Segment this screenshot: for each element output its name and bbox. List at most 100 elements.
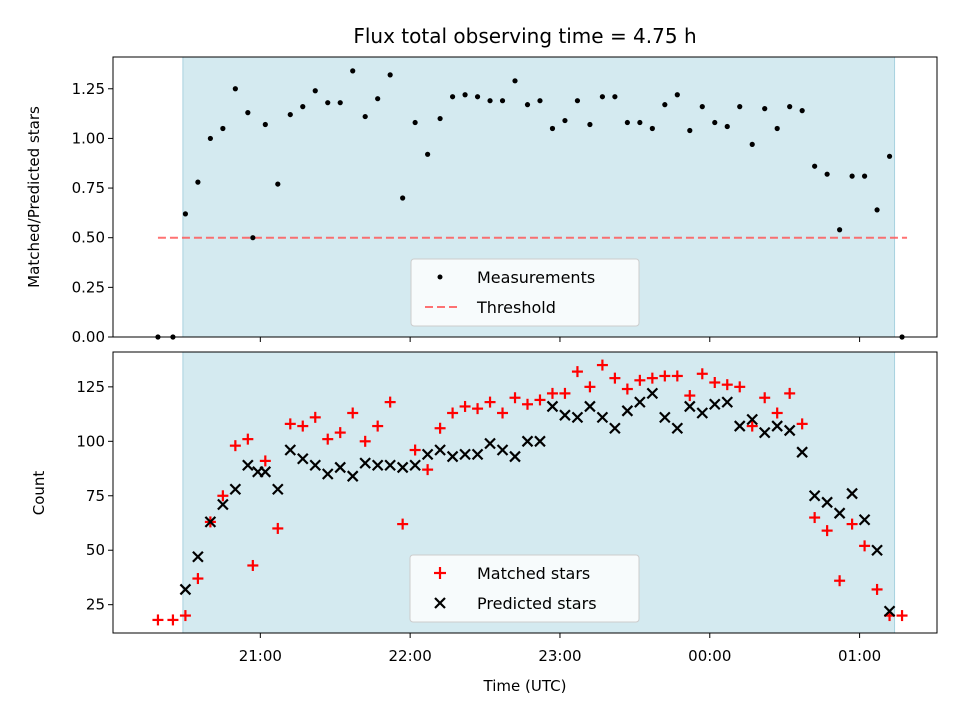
predicted-stars-point bbox=[821, 496, 833, 509]
matched-stars-series bbox=[152, 359, 908, 626]
matched-stars-point bbox=[272, 522, 284, 534]
legend-predicted-marker bbox=[434, 597, 446, 609]
predicted-x-b bbox=[621, 405, 634, 417]
matched-stars-point bbox=[247, 559, 259, 571]
predicted-stars-point bbox=[284, 444, 297, 456]
bottom-xtick-label: 22:00 bbox=[389, 647, 432, 665]
measurement-point bbox=[662, 102, 668, 108]
predicted-stars-point bbox=[534, 435, 546, 448]
matched-stars-point bbox=[646, 372, 658, 384]
matched-stars-point bbox=[596, 359, 608, 371]
matched-stars-point bbox=[397, 518, 409, 530]
matched-stars-point bbox=[721, 379, 733, 391]
predicted-stars-point bbox=[359, 457, 371, 469]
predicted-x-b bbox=[179, 583, 192, 596]
measurement-point bbox=[375, 96, 381, 102]
predicted-stars-point bbox=[446, 450, 459, 463]
predicted-x-b bbox=[571, 411, 584, 424]
predicted-x-b bbox=[534, 435, 546, 448]
predicted-stars-point bbox=[371, 459, 384, 472]
top-panel: 0.00 0.25 0.50 0.75 1.00 1.25 Flux total obse… bbox=[25, 24, 938, 346]
measurement-point bbox=[350, 68, 356, 74]
predicted-x-b bbox=[684, 400, 696, 413]
predicted-x-b bbox=[192, 550, 204, 563]
predicted-x-b bbox=[409, 459, 421, 472]
bottom-panel: 25 50 75 100 125 21:00 22:00 23:00 00:00 01:00 C… bbox=[30, 351, 938, 695]
bottom-ytick-label: 50 bbox=[86, 541, 105, 559]
legend-measurements-label: Measurements bbox=[477, 268, 595, 287]
bottom-plot-frame bbox=[112, 351, 938, 634]
matched-stars-point bbox=[796, 418, 808, 430]
predicted-x-b bbox=[808, 489, 821, 502]
measurement-point bbox=[624, 119, 630, 126]
matched-stars-point bbox=[242, 433, 254, 445]
predicted-stars-point bbox=[609, 422, 621, 435]
measurement-point bbox=[262, 121, 268, 128]
predicted-stars-point bbox=[309, 459, 322, 472]
predicted-x-b bbox=[646, 387, 659, 400]
predicted-x-b bbox=[733, 420, 746, 432]
measurement-point bbox=[182, 211, 189, 217]
measurement-point bbox=[474, 94, 481, 100]
measurement-point bbox=[562, 117, 568, 124]
measurement-point bbox=[812, 163, 818, 169]
matched-stars-point bbox=[759, 392, 771, 404]
predicted-x-b bbox=[321, 468, 334, 480]
top-chart-title: Flux total observing time = 4.75 h bbox=[353, 24, 696, 48]
measurement-point bbox=[674, 92, 680, 98]
matched-stars-point bbox=[284, 418, 296, 430]
predicted-stars-point bbox=[296, 452, 309, 465]
predicted-x-b bbox=[671, 422, 684, 435]
top-x-axis-ticks bbox=[259, 337, 861, 342]
predicted-stars-point bbox=[858, 513, 871, 526]
predicted-stars-point bbox=[272, 483, 284, 496]
predicted-stars-point bbox=[646, 387, 659, 400]
predicted-stars-series bbox=[179, 387, 896, 617]
matched-stars-point bbox=[229, 440, 241, 452]
predicted-x-b bbox=[259, 466, 272, 478]
predicted-x-b bbox=[783, 424, 796, 437]
measurement-point bbox=[886, 153, 893, 159]
predicted-stars-point bbox=[471, 448, 484, 461]
measurement-point bbox=[387, 72, 393, 78]
measurements-series bbox=[155, 68, 905, 340]
measurement-point bbox=[774, 125, 780, 132]
top-plot-frame bbox=[112, 56, 938, 338]
predicted-x-b bbox=[559, 409, 571, 421]
measurement-point bbox=[412, 119, 418, 126]
predicted-stars-point bbox=[229, 483, 242, 496]
matched-stars-point bbox=[434, 422, 446, 434]
matched-stars-point bbox=[179, 610, 191, 622]
measurement-point bbox=[762, 106, 768, 112]
predicted-x-b bbox=[284, 444, 297, 456]
top-ytick-label: 0.50 bbox=[72, 229, 105, 247]
measurement-point bbox=[749, 141, 755, 147]
measurement-point bbox=[549, 125, 556, 132]
top-legend-box bbox=[410, 258, 640, 327]
matched-stars-point bbox=[684, 390, 696, 402]
measurement-point bbox=[337, 100, 343, 106]
matched-stars-point bbox=[192, 573, 204, 585]
matched-stars-point bbox=[447, 407, 459, 419]
predicted-stars-point bbox=[708, 398, 721, 411]
measurement-point bbox=[400, 195, 406, 201]
predicted-stars-point bbox=[434, 444, 446, 456]
bottom-xtick-label: 21:00 bbox=[239, 647, 282, 665]
bottom-ytick-label: 75 bbox=[86, 487, 105, 505]
predicted-stars-point bbox=[179, 583, 192, 596]
bottom-y-axis-label: Count bbox=[30, 471, 48, 516]
measurement-point bbox=[312, 88, 318, 94]
measurement-point bbox=[724, 123, 730, 130]
measurement-point bbox=[587, 121, 593, 128]
predicted-x-b bbox=[771, 420, 783, 432]
predicted-stars-point bbox=[192, 550, 204, 563]
predicted-x-b bbox=[242, 459, 254, 472]
bottom-xtick-label: 23:00 bbox=[538, 647, 581, 665]
predicted-stars-point bbox=[771, 420, 783, 432]
predicted-stars-point bbox=[521, 435, 534, 448]
predicted-x-b bbox=[696, 407, 709, 419]
bottom-y-axis-ticks: 25 50 75 100 125 bbox=[76, 378, 113, 614]
predicted-x-b bbox=[708, 398, 721, 411]
predicted-x-b bbox=[584, 400, 596, 413]
measurement-point bbox=[874, 207, 880, 213]
